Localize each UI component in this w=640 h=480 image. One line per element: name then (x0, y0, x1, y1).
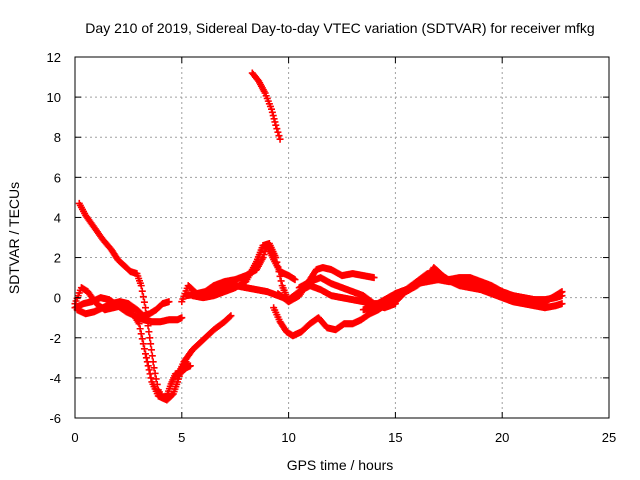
x-tick-label: 0 (71, 430, 78, 445)
data-point (276, 272, 284, 280)
data-point (269, 112, 277, 120)
x-tick-label: 15 (388, 430, 402, 445)
data-point (272, 121, 280, 129)
series-arc-4 (73, 298, 173, 320)
data-point (275, 132, 283, 140)
data-point (272, 254, 280, 262)
x-tick-label: 10 (281, 430, 295, 445)
series-arc-5 (174, 312, 235, 380)
data-point (152, 375, 160, 383)
data-point (140, 345, 148, 353)
data-point (139, 340, 147, 348)
y-tick-label: -2 (49, 331, 61, 346)
data-points (71, 69, 566, 404)
data-point (141, 304, 149, 312)
data-point (149, 358, 157, 366)
data-point (273, 125, 281, 133)
data-point (138, 335, 146, 343)
data-point (274, 263, 282, 271)
data-point (137, 282, 145, 290)
series-arc-11 (274, 264, 378, 306)
data-point (141, 350, 149, 358)
data-point (135, 320, 143, 328)
data-point (270, 115, 278, 123)
data-point (138, 287, 146, 295)
chart-title: Day 210 of 2019, Sidereal Day-to-day VTE… (85, 20, 594, 36)
data-point (274, 128, 282, 136)
y-axis-label: SDTVAR / TECUs (6, 182, 22, 294)
x-tick-labels: 0 5 10 15 20 25 (71, 430, 616, 445)
data-point (165, 298, 173, 306)
data-point (147, 340, 155, 348)
data-point (146, 334, 154, 342)
data-point (143, 358, 151, 366)
series-arc-13 (359, 264, 566, 314)
data-point (558, 288, 566, 296)
data-point (136, 325, 144, 333)
data-point (147, 374, 155, 382)
data-point (137, 330, 145, 338)
data-point (145, 366, 153, 374)
data-point (277, 277, 285, 285)
y-tick-label: -6 (49, 411, 61, 426)
data-point (275, 268, 283, 276)
y-tick-label: -4 (49, 371, 61, 386)
data-point (142, 354, 150, 362)
y-tick-labels: -6 -4 -2 0 2 4 6 8 10 12 (47, 50, 61, 426)
data-point (227, 312, 235, 320)
data-point (148, 352, 156, 360)
data-point (370, 274, 378, 282)
y-tick-label: 0 (54, 291, 61, 306)
data-point (271, 118, 279, 126)
x-tick-label: 25 (602, 430, 616, 445)
data-point (268, 108, 276, 116)
data-point (268, 105, 276, 113)
y-tick-label: 8 (54, 130, 61, 145)
data-point (139, 293, 147, 301)
data-point (186, 362, 194, 370)
x-axis-label: GPS time / hours (287, 457, 394, 473)
data-point (291, 276, 299, 284)
y-tick-label: 2 (54, 251, 61, 266)
y-tick-label: 12 (47, 50, 61, 65)
x-tick-label: 20 (495, 430, 509, 445)
data-point (147, 346, 155, 354)
data-point (558, 300, 566, 308)
y-tick-label: 4 (54, 210, 61, 225)
data-point (140, 298, 148, 306)
plot-frame (74, 56, 610, 419)
series-arc-14 (370, 276, 566, 310)
series-arc-9 (248, 69, 284, 143)
data-point (150, 364, 158, 372)
x-tick-label: 5 (178, 430, 185, 445)
axis-ticks (74, 56, 610, 419)
y-tick-label: 10 (47, 90, 61, 105)
y-tick-label: 6 (54, 170, 61, 185)
data-point (276, 135, 284, 143)
data-point (226, 313, 234, 321)
data-point (146, 370, 154, 378)
data-point (145, 328, 153, 336)
data-point (144, 362, 152, 370)
data-point (178, 314, 186, 322)
data-point (273, 258, 281, 266)
